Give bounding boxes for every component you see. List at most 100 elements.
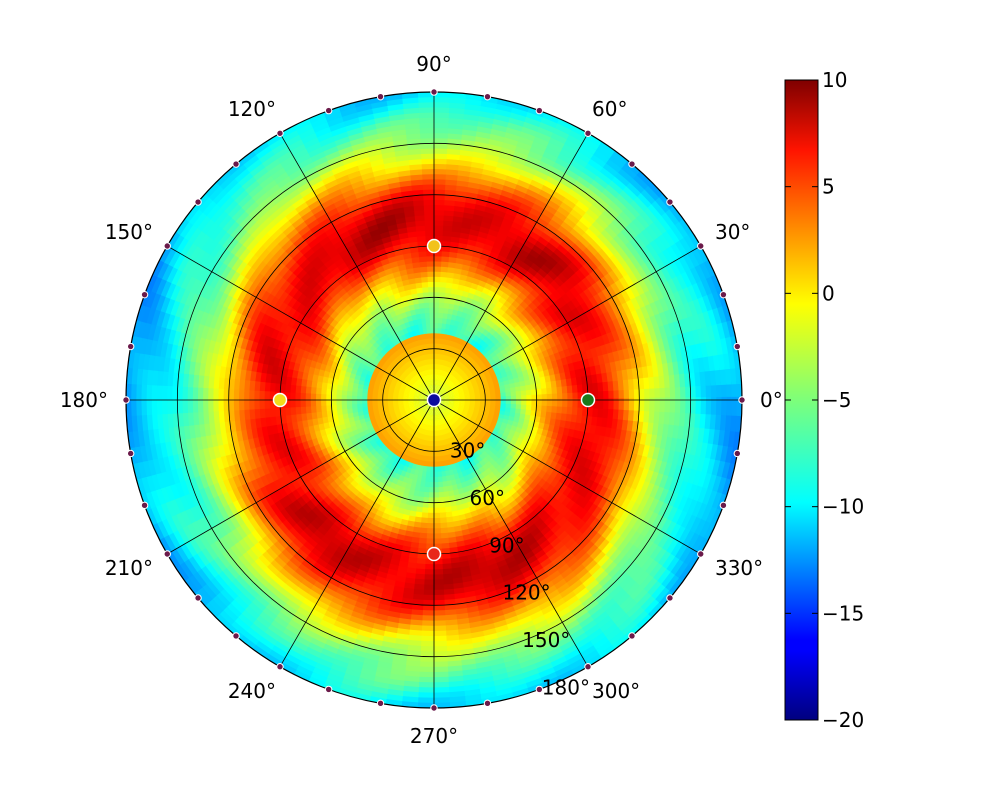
heatmap-cell (443, 411, 448, 418)
heatmap-cell (413, 374, 419, 381)
heatmap-cell (454, 400, 461, 403)
heatmap-cell (411, 418, 418, 424)
heatmap-cell (405, 375, 412, 381)
heatmap-cell (457, 386, 464, 391)
heatmap-cell (456, 360, 462, 367)
heatmap-cell (408, 380, 415, 386)
heatmap-cell (412, 357, 418, 364)
heatmap-cell (444, 384, 450, 390)
heatmap-cell (419, 377, 424, 383)
heatmap-cell (439, 386, 445, 393)
heatmap-cell (441, 389, 447, 394)
heatmap-cell (439, 380, 443, 386)
heatmap-cell (457, 407, 464, 412)
heatmap-cell (424, 419, 428, 426)
heatmap-cell (448, 361, 453, 368)
heatmap-cell (449, 411, 456, 417)
heatmap-cell (416, 355, 422, 362)
heatmap-cell (441, 406, 447, 411)
heatmap-cell (404, 377, 411, 383)
heatmap-cell (408, 404, 415, 408)
heatmap-cell (424, 424, 428, 431)
heatmap-cell (420, 417, 425, 424)
heatmap-cell (402, 402, 409, 406)
heatmap-cell (427, 419, 430, 426)
heatmap-cell (415, 367, 421, 374)
heatmap-cell (413, 403, 420, 406)
heatmap-cell (474, 397, 481, 400)
heatmap-cell (452, 378, 459, 384)
heatmap-cell (446, 360, 451, 368)
heatmap-cell (459, 393, 466, 396)
heatmap-cell (457, 388, 464, 393)
heatmap-cell (459, 370, 465, 376)
heatmap-cell (397, 377, 404, 383)
heatmap-cell (419, 410, 424, 416)
heatmap-cell (422, 423, 427, 430)
heatmap-cell (400, 421, 407, 427)
heatmap-cell (436, 384, 439, 391)
heatmap-cell (441, 423, 446, 430)
heatmap-cell (415, 420, 421, 427)
heatmap-cell (452, 407, 459, 411)
heatmap-cell (437, 385, 441, 391)
heatmap-cell (409, 406, 415, 410)
heatmap-cell (434, 384, 437, 390)
heatmap-cell (405, 419, 412, 425)
heatmap-cell (449, 397, 456, 400)
heatmap-cell (443, 428, 448, 435)
heatmap-cell (407, 397, 414, 400)
polar-plot-area: 0°30°60°90°120°150°180°210°240°270°300°3… (60, 52, 783, 748)
heatmap-cell (446, 379, 452, 385)
heatmap-cell (408, 394, 414, 398)
heatmap-cell (391, 378, 398, 384)
heatmap-cell (468, 388, 475, 393)
heatmap-cell (449, 375, 456, 381)
heatmap-cell (450, 369, 456, 376)
heatmap-cell (418, 395, 425, 398)
heatmap-cell (418, 422, 423, 429)
heatmap-cell (449, 395, 455, 398)
heatmap-cell (458, 405, 465, 409)
heatmap-cell (399, 419, 406, 425)
heatmap-cell (436, 415, 439, 421)
heatmap-cell (415, 407, 422, 412)
heatmap-cell (447, 373, 453, 380)
heatmap-cell (417, 385, 423, 391)
heatmap-cell (457, 376, 464, 382)
heatmap-cell (417, 427, 422, 434)
heatmap-cell (424, 358, 429, 365)
heatmap-cell (470, 378, 477, 384)
heatmap-cell (435, 420, 438, 427)
heatmap-cell (421, 389, 427, 394)
heatmap-cell (443, 402, 450, 405)
heatmap-cell (435, 353, 439, 360)
heatmap-cell (428, 379, 431, 386)
heatmap-cell (403, 424, 409, 430)
heatmap-cell (401, 372, 408, 378)
heatmap-cell (443, 394, 450, 397)
heatmap-cell (411, 410, 417, 415)
heatmap-cell (463, 390, 470, 394)
heatmap-cell (454, 396, 461, 399)
heatmap-cell (413, 402, 419, 405)
heatmap-cell (420, 428, 425, 435)
heatmap-cell (440, 413, 444, 420)
heatmap-cell (415, 414, 421, 420)
heatmap-cell (442, 359, 447, 366)
heatmap-cell (404, 362, 410, 369)
heatmap-cell (399, 385, 406, 390)
heatmap-cell (418, 402, 425, 405)
heatmap-cell (404, 369, 410, 375)
heatmap-cell (413, 403, 420, 407)
heatmap-cell (421, 434, 426, 441)
heatmap-cell (401, 381, 408, 387)
heatmap-cell (416, 386, 423, 392)
heatmap-cell (442, 382, 447, 388)
heatmap-cell (445, 386, 452, 391)
heatmap-cell (416, 361, 422, 368)
heatmap-cell (419, 411, 425, 417)
heatmap-cell (438, 374, 441, 381)
heatmap-cell (404, 407, 411, 412)
